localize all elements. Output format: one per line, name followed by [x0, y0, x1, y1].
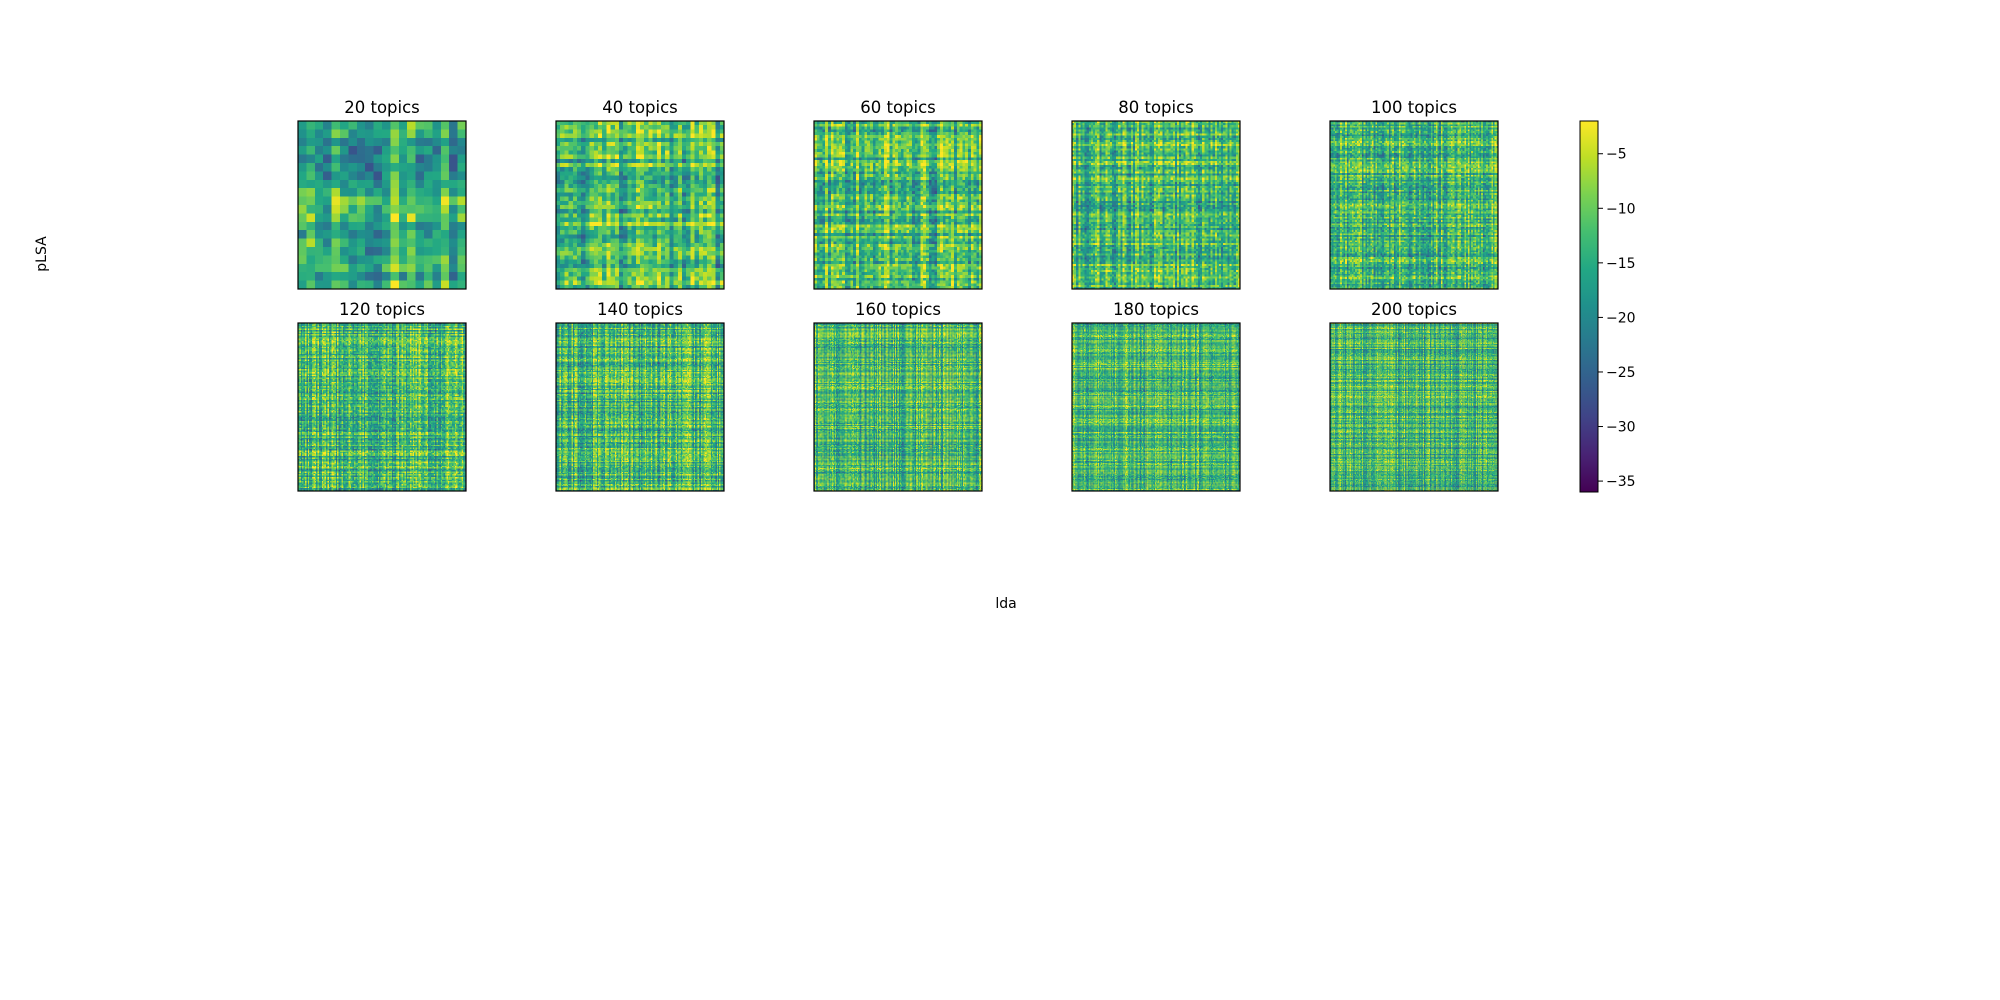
- heatmap-image: [298, 121, 466, 289]
- panel-title: 40 topics: [602, 98, 678, 117]
- panel-frame: [1071, 120, 1241, 290]
- heatmap-image: [1072, 121, 1240, 289]
- panel-frame: [1329, 120, 1499, 290]
- colorbar-tick-label: −5: [1606, 147, 1627, 163]
- colorbar-tick-label: −10: [1606, 201, 1636, 217]
- panel-title: 80 topics: [1118, 98, 1194, 117]
- heatmap-image: [1072, 323, 1240, 491]
- panel-title: 20 topics: [344, 98, 420, 117]
- colorbar-tick-label: −20: [1606, 310, 1636, 326]
- colorbar-tick-label: −30: [1606, 420, 1636, 436]
- heatmap-image: [556, 121, 724, 289]
- heatmap-image: [298, 323, 466, 491]
- panel-title: 160 topics: [855, 300, 941, 319]
- colorbar-gradient: [1579, 120, 1599, 493]
- panel-frame: [297, 120, 467, 290]
- panel-title: 180 topics: [1113, 300, 1199, 319]
- panel-frame: [297, 322, 467, 492]
- colorbar-tick-label: −25: [1606, 365, 1636, 381]
- heatmap-image: [814, 323, 982, 491]
- panel-title: 100 topics: [1371, 98, 1457, 117]
- heatmap-image: [814, 121, 982, 289]
- panel-frame: [1071, 322, 1241, 492]
- heatmap-image: [556, 323, 724, 491]
- panel-title: 120 topics: [339, 300, 425, 319]
- panel-title: 140 topics: [597, 300, 683, 319]
- colorbar-tick-label: −15: [1606, 256, 1636, 272]
- heatmap-image: [1330, 323, 1498, 491]
- x-axis-label: lda: [995, 596, 1016, 612]
- colorbar: −5 −10 −15 −20 −25 −30 −35: [1579, 120, 1636, 493]
- panel-frame: [555, 120, 725, 290]
- panel-frame: [1329, 322, 1499, 492]
- panel-frame: [813, 120, 983, 290]
- panel-frame: [813, 322, 983, 492]
- y-axis-label: pLSA: [34, 236, 50, 272]
- colorbar-tick-label: −35: [1606, 474, 1636, 490]
- panel-frame: [555, 322, 725, 492]
- panel-title: 200 topics: [1371, 300, 1457, 319]
- heatmap-panels: 20 topics 40 topics 60 topics 80 topics 100 …: [297, 98, 1499, 492]
- heatmap-image: [1330, 121, 1498, 289]
- panel-title: 60 topics: [860, 98, 936, 117]
